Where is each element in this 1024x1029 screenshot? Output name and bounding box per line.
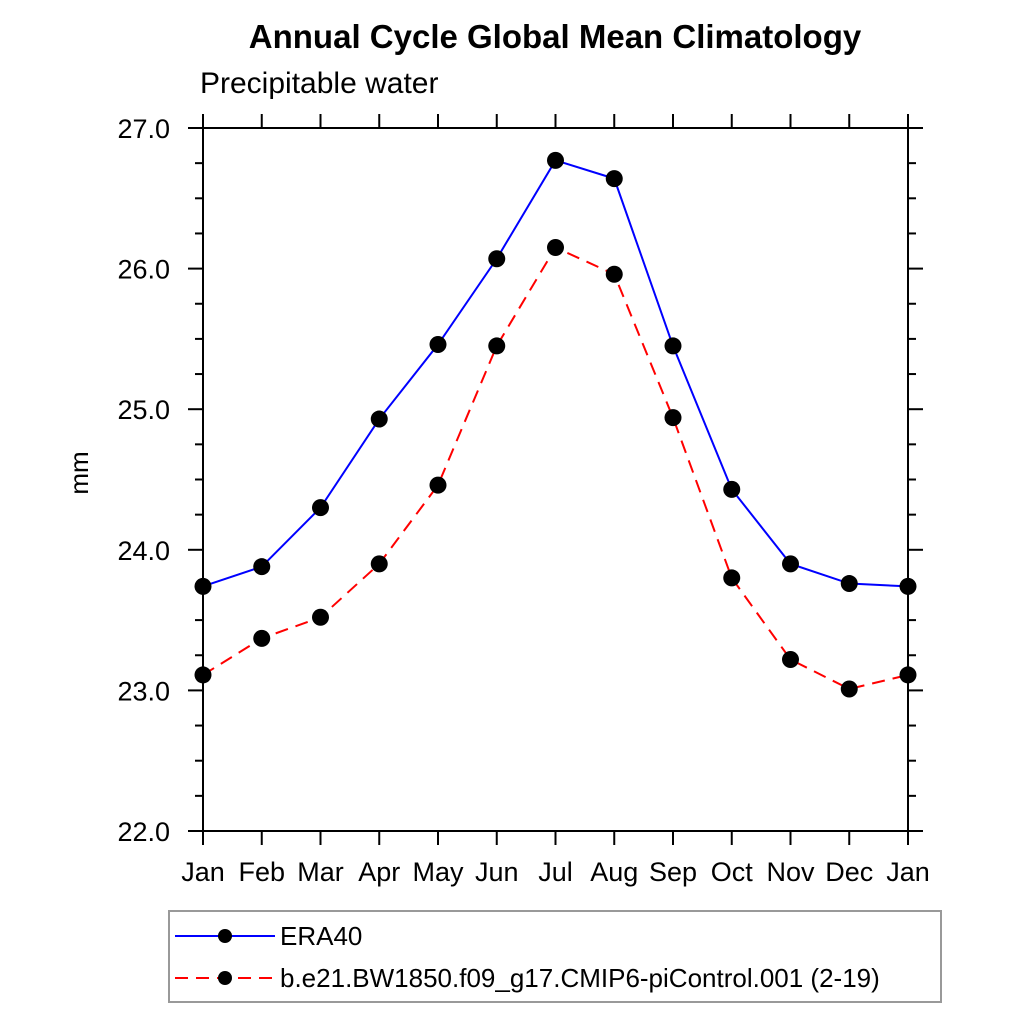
legend-marker-icon: [218, 971, 232, 985]
axes: 27.0 26.0 25.0 24.0 23.0 22.0 Jan Feb Mar Apr May J…: [117, 114, 930, 887]
data-point-marker: [782, 555, 799, 573]
data-point-marker: [782, 650, 799, 668]
legend-label-era40: ERA40: [280, 920, 363, 951]
chart-title: Annual Cycle Global Mean Climatology: [249, 18, 862, 55]
x-tick-label: Oct: [711, 857, 754, 887]
data-point-marker: [370, 410, 388, 428]
x-tick-label: Apr: [358, 857, 400, 887]
data-point-marker: [194, 666, 212, 684]
x-tick-label: Aug: [590, 857, 638, 887]
x-tick-label: Mar: [297, 857, 344, 887]
data-point-marker: [194, 577, 212, 595]
y-tick-label: 23.0: [117, 676, 170, 706]
y-axis-title: mm: [64, 451, 94, 494]
data-point-marker: [488, 250, 506, 268]
x-tick-label: Jan: [886, 857, 930, 887]
x-tick-label: Feb: [238, 857, 285, 887]
x-tick-label: Nov: [766, 857, 815, 887]
data-point-marker: [253, 629, 271, 647]
data-point-marker: [429, 476, 447, 494]
data-point-marker: [840, 575, 858, 593]
data-point-marker: [899, 666, 917, 684]
x-tick-label: Jan: [181, 857, 225, 887]
data-point-marker: [899, 577, 917, 595]
data-point-marker: [664, 337, 682, 355]
y-tick-label: 25.0: [117, 395, 170, 425]
x-tick-label: Dec: [825, 857, 873, 887]
x-tick-label: Jun: [475, 857, 519, 887]
series-line-0: [202, 159, 909, 588]
legend-entry-picontrol: b.e21.BW1850.f09_g17.CMIP6-piControl.001…: [174, 960, 880, 996]
data-point-marker: [547, 239, 564, 257]
data-point-marker: [723, 569, 741, 587]
legend-label-picontrol: b.e21.BW1850.f09_g17.CMIP6-piControl.001…: [280, 962, 880, 993]
legend-entry-era40: ERA40: [174, 918, 362, 954]
series-line-1: [202, 246, 909, 691]
data-point-marker: [253, 558, 271, 576]
plot-series: [194, 151, 917, 698]
data-point-marker: [840, 680, 858, 698]
chart-subtitle: Precipitable water: [200, 67, 438, 100]
data-point-marker: [605, 265, 623, 283]
data-point-marker: [605, 170, 623, 188]
x-tick-label: May: [412, 857, 464, 887]
data-point-marker: [370, 555, 388, 573]
legend-solid-line-sample: [175, 929, 275, 943]
data-point-marker: [312, 499, 329, 517]
y-tick-label: 24.0: [117, 536, 170, 566]
y-tick-label: 22.0: [117, 817, 170, 847]
legend-marker-icon: [218, 929, 232, 943]
y-tick-label: 26.0: [117, 255, 170, 285]
data-point-marker: [488, 337, 506, 355]
data-point-marker: [547, 151, 564, 169]
data-point-marker: [429, 336, 447, 354]
data-point-marker: [664, 409, 682, 427]
x-tick-label: Sep: [649, 857, 697, 887]
legend-dashed-line-sample: [175, 971, 275, 985]
data-point-marker: [312, 608, 329, 626]
x-tick-label: Jul: [538, 857, 573, 887]
y-tick-label: 27.0: [117, 114, 170, 144]
legend: ERA40 b.e21.BW1850.f09_g17.CMIP6-piContr…: [168, 910, 942, 1003]
data-point-marker: [723, 480, 741, 498]
